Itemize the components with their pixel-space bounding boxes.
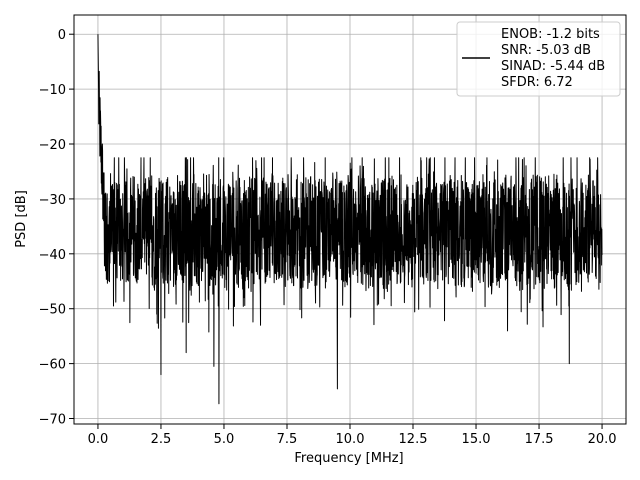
x-tick-label: 0.0	[88, 432, 109, 447]
x-tick-label: 20.0	[588, 432, 617, 447]
psd-line	[97, 34, 603, 405]
y-tick-label: −60	[39, 358, 66, 373]
x-tick-label: 12.5	[399, 432, 428, 447]
x-tick-label: 7.5	[277, 432, 298, 447]
x-axis: 0.0 2.5 5.0 7.5 10.0 12.5 15.0 17.5 20.0	[88, 424, 617, 447]
psd-series	[97, 34, 603, 405]
x-tick-label: 17.5	[525, 432, 554, 447]
y-tick-label: −40	[39, 248, 66, 263]
y-tick-label: −20	[39, 138, 66, 153]
x-tick-label: 2.5	[151, 432, 172, 447]
y-axis-label: PSD [dB]	[14, 190, 29, 248]
legend-line-2: SNR: -5.03 dB	[501, 43, 591, 58]
y-tick-label: −30	[39, 193, 66, 208]
x-tick-label: 5.0	[214, 432, 235, 447]
x-axis-label: Frequency [MHz]	[294, 451, 403, 466]
legend-box	[456, 21, 621, 97]
y-tick-label: −50	[39, 303, 66, 318]
y-axis: 0 −10 −20 −30 −40 −50 −60 −70	[39, 28, 74, 428]
x-tick-label: 15.0	[462, 432, 491, 447]
legend-line-1: ENOB: -1.2 bits	[501, 27, 600, 42]
y-tick-label: −70	[39, 413, 66, 428]
legend-line-3: SINAD: -5.44 dB	[501, 59, 605, 74]
y-tick-label: −10	[39, 83, 66, 98]
legend-line-4: SFDR: 6.72	[501, 75, 573, 90]
x-tick-label: 10.0	[336, 432, 365, 447]
y-tick-label: 0	[58, 28, 66, 43]
legend: ENOB: -1.2 bits SNR: -5.03 dB SINAD: -5.…	[456, 21, 621, 97]
